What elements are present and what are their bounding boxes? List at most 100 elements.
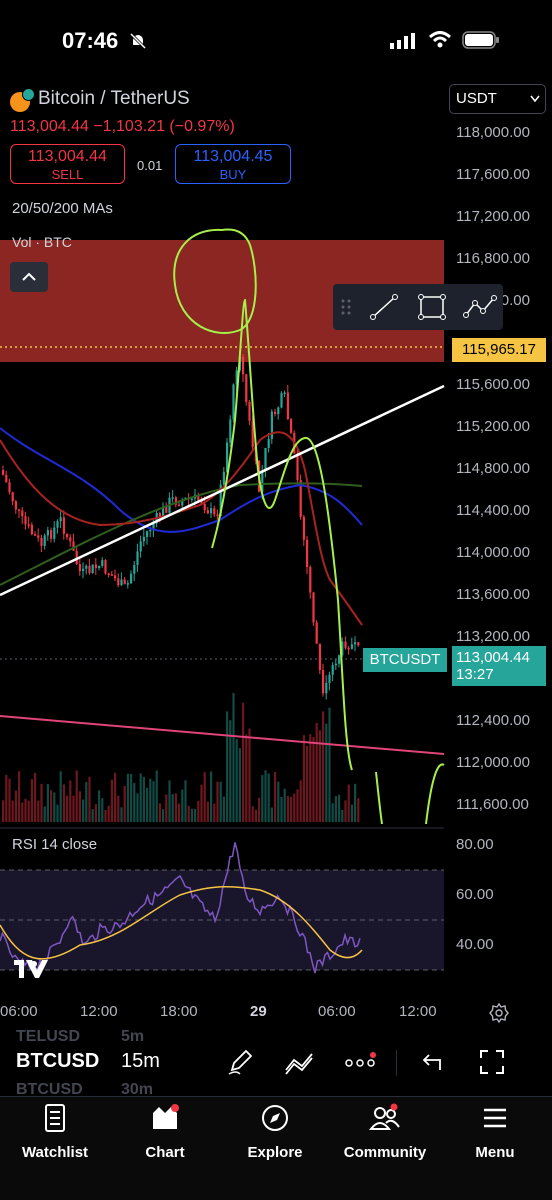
fullscreen-icon[interactable] — [478, 1048, 506, 1076]
symbol-price-tag: BTCUSDT — [363, 648, 447, 672]
volume-bar — [248, 728, 251, 822]
candle-body — [213, 508, 216, 515]
candle-body — [120, 579, 123, 586]
candle-body — [85, 565, 88, 569]
candle-body — [130, 573, 133, 584]
candle-body — [133, 564, 136, 574]
price-change: 113,004.44 −1,103.21 (−0.97%) — [10, 118, 235, 135]
volume-bar — [146, 787, 149, 822]
candle-body — [245, 374, 248, 402]
candle-body — [149, 529, 152, 532]
price-tick: 112,400.00 — [456, 712, 530, 729]
volume-bar — [155, 770, 158, 822]
candle-body — [277, 407, 280, 415]
signal-icon — [390, 33, 415, 49]
candle-body — [309, 567, 312, 593]
trendline-tool-icon[interactable] — [369, 293, 399, 321]
volume-bar — [2, 800, 5, 822]
volume-bar — [277, 781, 280, 822]
volume-bars — [2, 692, 360, 822]
candle-body — [264, 448, 267, 471]
volume-bar — [357, 798, 360, 822]
volume-bar — [315, 722, 318, 822]
candle-body — [261, 470, 264, 492]
wifi-icon — [428, 31, 452, 48]
timeframe-selector[interactable]: 15m — [121, 1050, 160, 1072]
nav-explore[interactable]: Explore — [225, 1103, 325, 1161]
volume-bar — [222, 796, 225, 822]
candle-body — [338, 655, 341, 664]
nav-menu[interactable]: Menu — [445, 1103, 545, 1161]
buy-button[interactable]: 113,004.45 BUY — [175, 144, 291, 184]
more-icon[interactable] — [345, 1052, 379, 1072]
candle-body — [222, 471, 225, 485]
candle-body — [302, 516, 305, 540]
candle-body — [165, 506, 168, 513]
volume-bar — [75, 770, 78, 822]
volume-bar — [43, 806, 46, 822]
sell-button[interactable]: 113,004.44 SELL — [10, 144, 125, 184]
candles — [2, 353, 360, 700]
nav-watchlist[interactable]: Watchlist — [5, 1103, 105, 1161]
candle-body — [78, 564, 81, 572]
volume-bar — [37, 800, 40, 822]
candle-body — [72, 541, 75, 551]
volume-bar — [226, 711, 229, 822]
candle-body — [203, 503, 206, 511]
volume-bar — [206, 801, 209, 822]
volume-bar — [344, 800, 347, 822]
rsi-indicator-label[interactable]: RSI 14 close — [12, 836, 98, 853]
volume-bar — [258, 797, 261, 822]
indicators-icon[interactable] — [284, 1050, 316, 1076]
volume-bar — [24, 798, 27, 822]
volume-indicator-label[interactable]: Vol · BTC — [12, 234, 72, 250]
candle-body — [357, 642, 360, 646]
nav-chart[interactable]: Chart — [115, 1103, 215, 1161]
volume-bar — [149, 778, 152, 822]
drawing-toolbar[interactable] — [333, 284, 503, 330]
volume-bar — [30, 779, 33, 822]
rectangle-tool-icon[interactable] — [417, 293, 447, 321]
drag-handle-icon[interactable] — [341, 298, 351, 316]
path-tool-icon[interactable] — [463, 293, 497, 321]
candle-body — [142, 536, 145, 542]
settings-icon[interactable] — [488, 1002, 510, 1024]
time-tick: 18:00 — [160, 1003, 198, 1020]
candle-body — [123, 579, 126, 585]
volume-bar — [293, 793, 296, 822]
candle-body — [5, 474, 8, 483]
ma-50-line — [0, 427, 363, 533]
volume-bar — [21, 802, 24, 822]
volume-bar — [341, 809, 344, 822]
volume-bar — [94, 804, 97, 822]
candle-body — [8, 482, 11, 493]
volume-bar — [72, 795, 75, 822]
candle-body — [21, 510, 24, 517]
watchlist-icon — [45, 1104, 65, 1132]
volume-bar — [162, 809, 165, 822]
currency-select[interactable]: USDT — [449, 84, 546, 114]
undo-icon[interactable] — [420, 1052, 444, 1072]
symbol-selector[interactable]: BTCUSD — [16, 1050, 100, 1072]
candle-body — [53, 527, 56, 539]
volume-bar — [174, 793, 177, 822]
candle-body — [107, 573, 110, 575]
last-price-tag: 113,004.44 13:27 — [452, 646, 546, 686]
volume-bar — [245, 734, 248, 822]
sell-label: SELL — [51, 167, 84, 182]
candle-body — [82, 568, 85, 572]
nav-community[interactable]: Community — [335, 1103, 435, 1161]
volume-bar — [251, 806, 254, 822]
volume-bar — [168, 780, 171, 822]
pencil-icon[interactable] — [226, 1048, 254, 1076]
ma-indicator-label[interactable]: 20/50/200 MAs — [12, 200, 113, 217]
candle-body — [56, 521, 59, 528]
symbol-title[interactable]: Bitcoin / TetherUS — [38, 88, 190, 109]
time-tick: 06:00 — [318, 1003, 356, 1020]
volume-bar — [270, 807, 273, 822]
candle-body — [40, 537, 43, 546]
volume-bar — [27, 800, 30, 822]
collapse-legend-button[interactable] — [10, 262, 48, 292]
candle-body — [43, 535, 46, 546]
